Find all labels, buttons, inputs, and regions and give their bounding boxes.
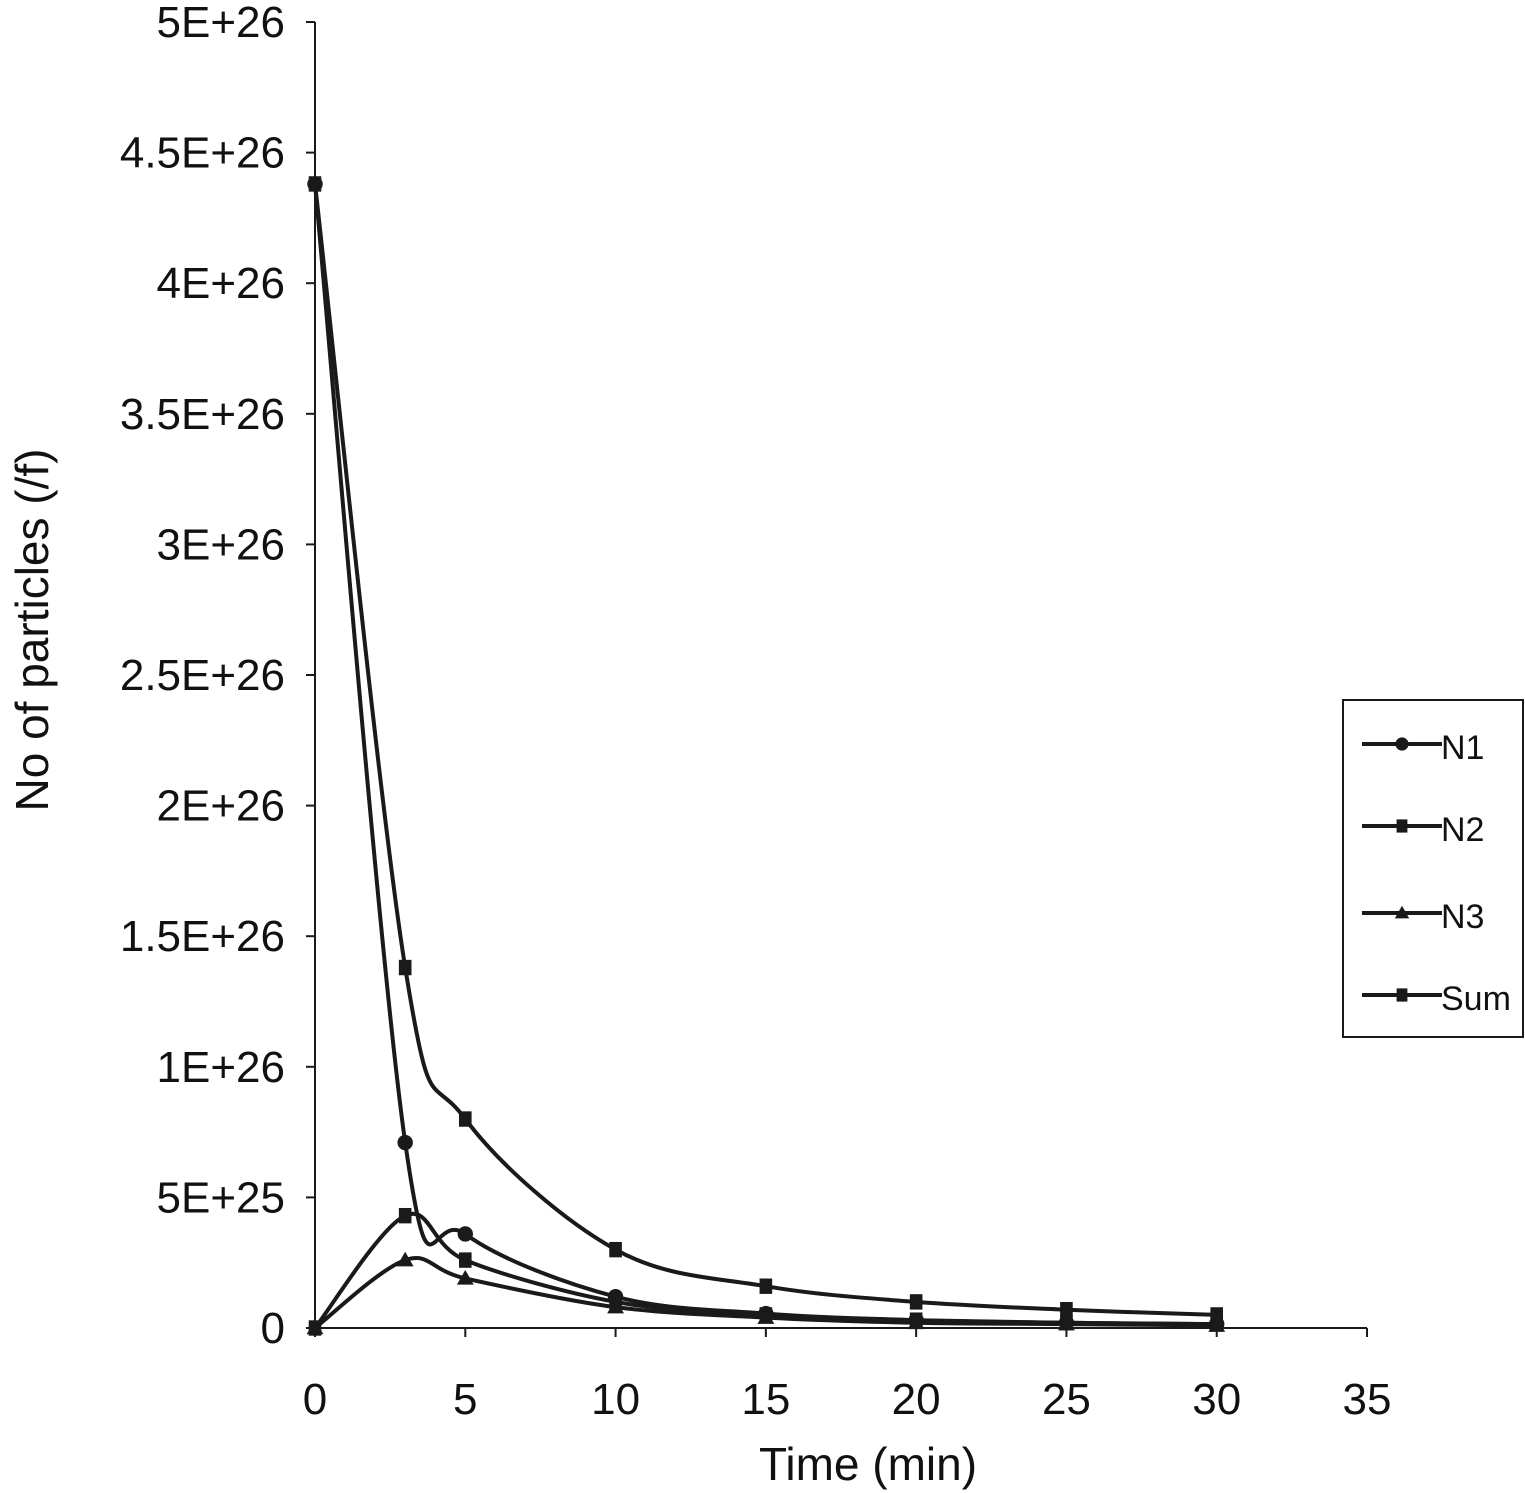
data-point-n3 <box>396 1251 414 1267</box>
y-tick-label: 2E+26 <box>157 782 285 831</box>
x-ticks: 0 5 10 15 20 25 30 35 <box>303 1328 1392 1424</box>
x-tick-label: 15 <box>741 1375 790 1424</box>
legend-box <box>1342 699 1524 1038</box>
data-point-sum <box>458 1111 472 1127</box>
series-line-n1 <box>313 183 1217 1327</box>
legend-label-n1: N1 <box>1441 729 1484 767</box>
data-point-n3 <box>1058 1315 1075 1331</box>
y-tick-label: 3E+26 <box>157 520 285 569</box>
y-tick-label: 5E+25 <box>157 1173 285 1222</box>
data-point-sum <box>308 176 322 192</box>
legend-label-n3: N3 <box>1441 898 1484 936</box>
data-point-sum <box>759 1278 773 1294</box>
x-tick-label: 35 <box>1343 1375 1392 1424</box>
data-point-n1 <box>457 1226 473 1242</box>
legend-marker-sum <box>1396 988 1408 1002</box>
data-point-n3 <box>1208 1316 1226 1332</box>
data-point-n2 <box>458 1252 472 1268</box>
legend-marker-n1 <box>1395 737 1409 751</box>
legend-items: N1 N2 N3 Sum <box>1362 729 1511 1018</box>
legend-label-sum: Sum <box>1441 980 1511 1018</box>
x-tick-label: 10 <box>591 1375 640 1424</box>
data-point-n1 <box>397 1134 413 1151</box>
y-tick-label: 3.5E+26 <box>120 390 285 439</box>
y-tick-label: 1.5E+26 <box>120 912 285 961</box>
y-tick-label: 2.5E+26 <box>120 651 285 700</box>
data-point-n3 <box>607 1298 624 1314</box>
legend-marker-n3 <box>1394 905 1410 919</box>
data-point-sum <box>909 1294 923 1310</box>
data-point-sum <box>609 1241 622 1258</box>
y-tick-label: 5E+26 <box>157 0 285 47</box>
x-tick-label: 5 <box>453 1375 477 1424</box>
x-tick-label: 30 <box>1192 1375 1241 1424</box>
data-point-sum <box>1210 1307 1224 1323</box>
x-axis-title: Time (min) <box>759 1438 977 1490</box>
data-point-sum <box>1060 1302 1073 1318</box>
series-line-sum <box>313 183 1217 1317</box>
data-point-n3 <box>757 1309 775 1324</box>
y-tick-label: 0 <box>261 1304 285 1353</box>
y-tick-label: 1E+26 <box>157 1043 285 1092</box>
y-tick-label: 4E+26 <box>157 259 285 308</box>
data-point-n3 <box>306 1319 324 1335</box>
legend-marker-n2 <box>1396 819 1408 833</box>
y-tick-label: 4.5E+26 <box>120 129 285 178</box>
legend-label-n2: N2 <box>1441 811 1484 849</box>
series-line-n3 <box>313 1256 1217 1330</box>
series-lines <box>313 183 1217 1330</box>
legend: N1 N2 N3 Sum <box>1342 699 1524 1038</box>
series-markers <box>306 176 1226 1336</box>
data-point-sum <box>398 959 412 976</box>
x-tick-label: 20 <box>892 1375 941 1424</box>
x-tick-label: 25 <box>1042 1375 1091 1424</box>
y-axis-title: No of particles (/f) <box>6 449 58 812</box>
y-ticks: 0 5E+25 1E+26 1.5E+26 2E+26 2.5E+26 3E+26 3.5E+… <box>120 0 315 1353</box>
data-point-n3 <box>907 1314 925 1330</box>
data-point-n3 <box>456 1269 474 1285</box>
data-point-n2 <box>398 1207 412 1224</box>
x-tick-label: 0 <box>303 1375 327 1424</box>
axes <box>314 22 1367 1329</box>
